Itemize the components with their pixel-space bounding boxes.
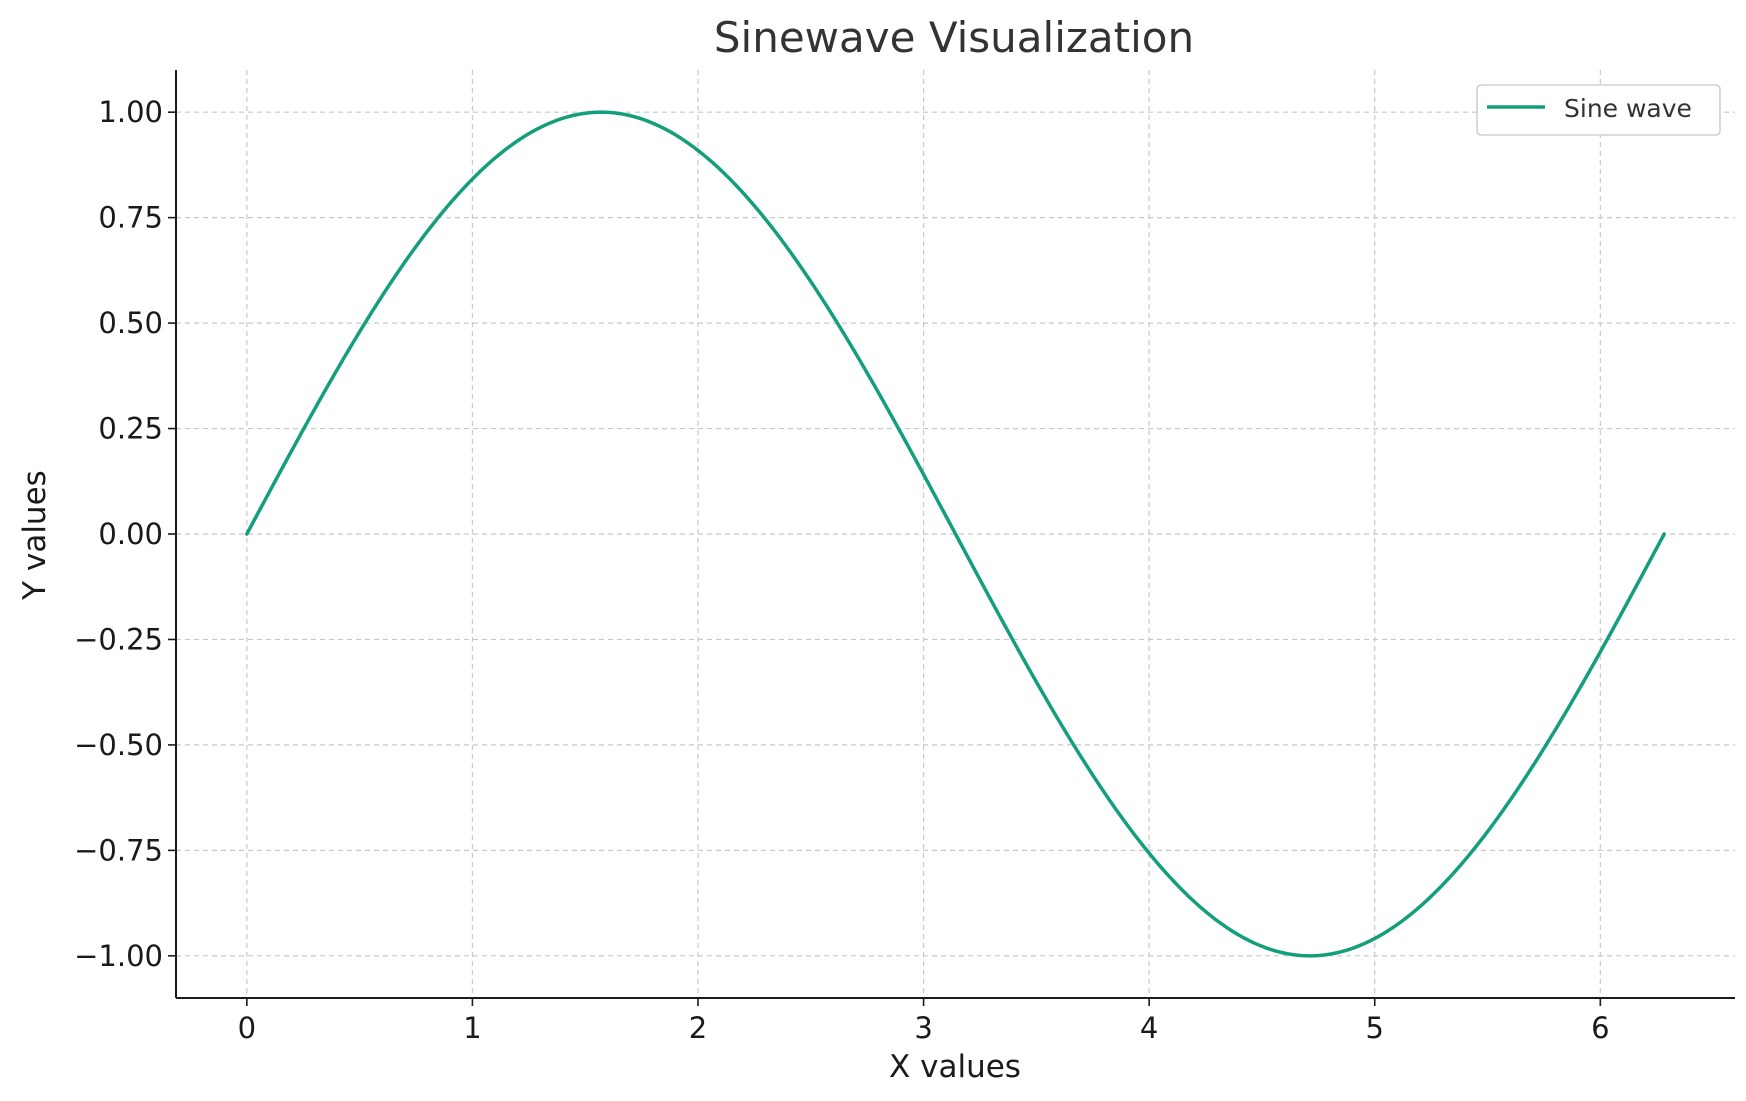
x-tick-label-4: 4 [1140, 1011, 1158, 1045]
y-tick-label-2: 0.50 [98, 306, 163, 340]
legend-box [1476, 84, 1721, 136]
y-tick-label-3: 0.25 [98, 412, 163, 446]
x-tick-label-5: 5 [1366, 1011, 1384, 1045]
y-gridlines [176, 111, 1735, 957]
y-tick-label-6: −0.50 [74, 728, 163, 762]
x-tick-label-1: 1 [463, 1011, 481, 1045]
x-tick-label-2: 2 [689, 1011, 707, 1045]
y-tick-label-0: 1.00 [98, 95, 163, 129]
x-ticks: 0 1 2 3 4 5 6 [238, 998, 1610, 1045]
y-axis-title: Y values [17, 470, 53, 601]
y-tick-label-1: 0.75 [98, 201, 163, 235]
x-tick-label-0: 0 [238, 1011, 256, 1045]
series-line-sine-wave [245, 110, 1666, 958]
x-tick-label-6: 6 [1591, 1011, 1609, 1045]
y-ticks: 1.00 0.75 0.50 0.25 0.00 −0.25 −0.50 −0.75 −1.00 [74, 95, 176, 973]
legend-label-sine-wave: Sine wave [1564, 94, 1692, 123]
series-layer [245, 110, 1666, 958]
legend: Sine wave [1476, 84, 1721, 136]
y-tick-label-4: 0.00 [98, 517, 163, 551]
x-tick-label-3: 3 [914, 1011, 932, 1045]
y-tick-label-7: −0.75 [74, 833, 163, 867]
y-tick-label-5: −0.25 [74, 622, 163, 656]
chart-title: Sinewave Visualization [714, 13, 1194, 62]
x-axis-title: X values [889, 1049, 1021, 1085]
y-tick-label-8: −1.00 [74, 939, 163, 973]
